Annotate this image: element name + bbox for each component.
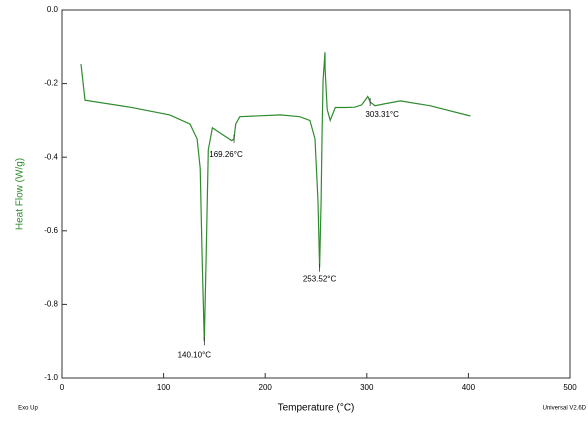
y-tick-label: -0.8 bbox=[44, 300, 58, 309]
annotation-label: 140.10°C bbox=[178, 350, 212, 359]
y-axis-title: Heat Flow (W/g) bbox=[15, 158, 26, 230]
x-tick-label: 200 bbox=[259, 383, 273, 392]
y-tick-label: -1.0 bbox=[44, 373, 58, 382]
x-tick-label: 100 bbox=[157, 383, 171, 392]
exo-up-note: Exo Up bbox=[18, 406, 38, 412]
y-tick-label: -0.6 bbox=[44, 226, 58, 235]
x-tick-label: 500 bbox=[563, 383, 577, 392]
annotation-label: 253.52°C bbox=[303, 275, 337, 284]
x-axis-title: Temperature (°C) bbox=[278, 403, 355, 414]
y-tick-label: -0.2 bbox=[44, 79, 58, 88]
y-tick-label: -0.4 bbox=[44, 152, 58, 161]
x-tick-label: 400 bbox=[462, 383, 476, 392]
software-version: Universal V2.6D bbox=[543, 406, 587, 412]
plot-frame bbox=[61, 9, 571, 379]
heat-flow-line bbox=[80, 52, 471, 342]
annotation-label: 169.26°C bbox=[209, 150, 243, 159]
x-tick-label: 0 bbox=[60, 383, 65, 392]
y-tick-label: 0.0 bbox=[47, 5, 59, 14]
annotation-label: 303.31°C bbox=[365, 110, 399, 119]
x-tick-label: 300 bbox=[360, 383, 374, 392]
